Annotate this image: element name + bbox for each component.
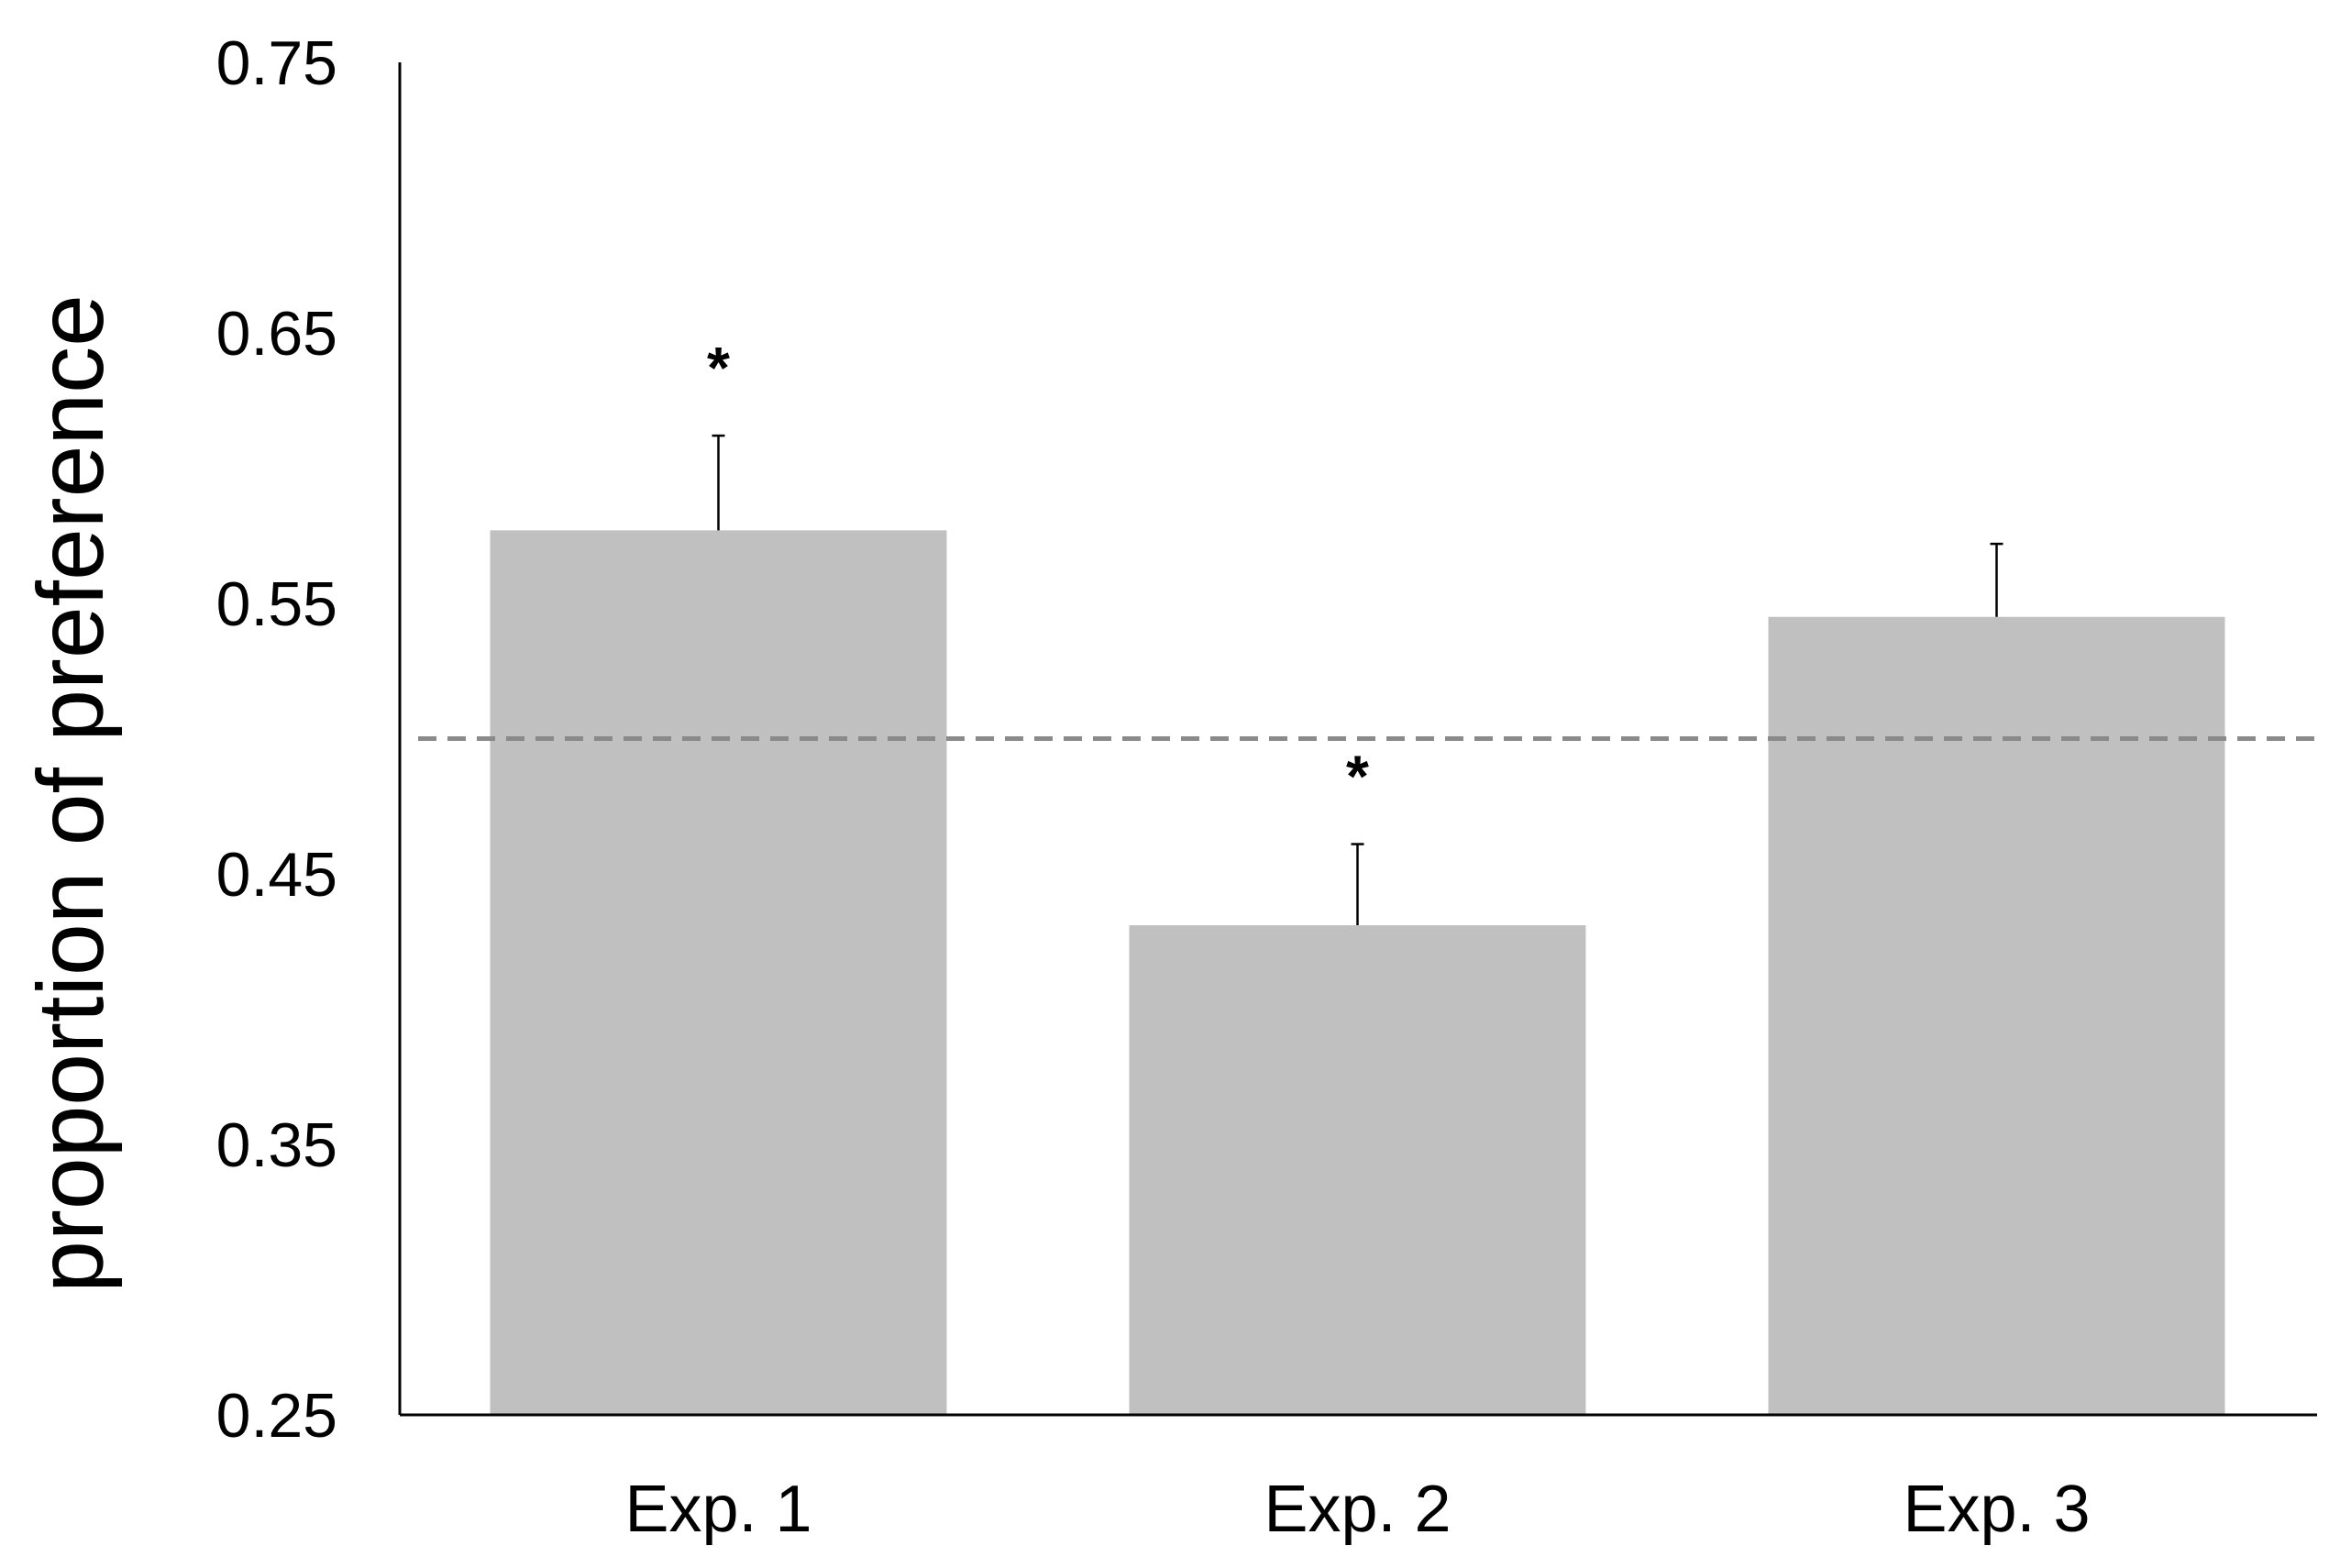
axes-group (398, 62, 2317, 1417)
y-tick-label: 0.25 (216, 1381, 337, 1451)
x-tick-label: Exp. 3 (1903, 1473, 2090, 1546)
y-axis-title: proportion of preference (18, 294, 123, 1293)
y-tick-labels-group: 0.25 0.35 0.45 0.55 0.65 0.75 (216, 28, 337, 1451)
significance-marks-group: ** (707, 335, 1369, 809)
bar (1129, 925, 1586, 1415)
y-tick-label: 0.45 (216, 840, 337, 910)
x-tick-label: Exp. 1 (624, 1473, 811, 1546)
x-tick-label: Exp. 2 (1264, 1473, 1451, 1546)
bars-group (490, 530, 2225, 1415)
error-bars-group (712, 434, 2003, 926)
significance-mark: * (707, 335, 730, 401)
y-tick-label: 0.65 (216, 299, 337, 369)
y-tick-label: 0.55 (216, 569, 337, 639)
x-tick-labels-group: Exp. 1 Exp. 2 Exp. 3 (624, 1473, 2090, 1546)
bar (490, 530, 947, 1415)
significance-mark: * (1346, 744, 1369, 810)
y-tick-label: 0.35 (216, 1110, 337, 1180)
bar (1768, 616, 2225, 1415)
y-tick-label: 0.75 (216, 28, 337, 98)
